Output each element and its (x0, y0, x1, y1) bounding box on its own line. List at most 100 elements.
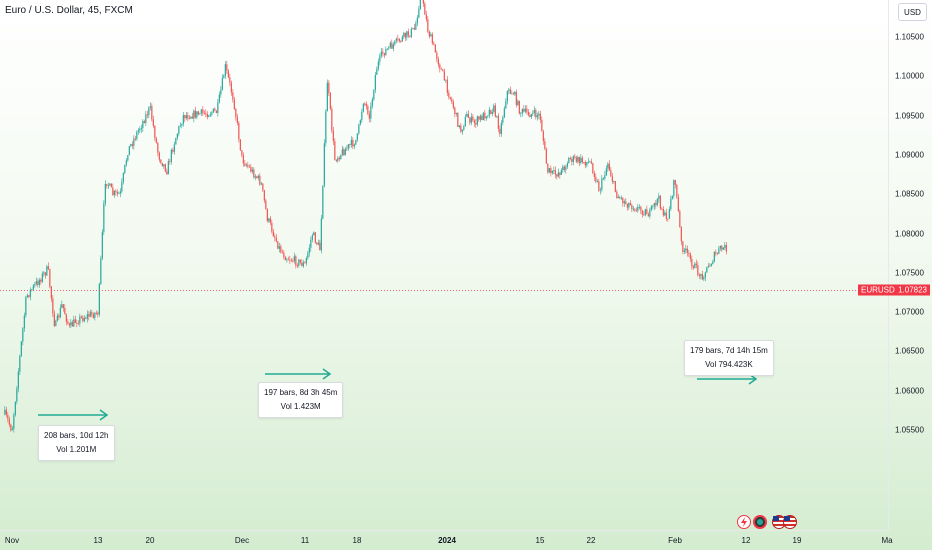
candle-body (451, 98, 453, 103)
currency-button[interactable]: USD (898, 3, 927, 21)
candle-body (673, 180, 675, 196)
candle-body (230, 82, 232, 93)
candle-body (580, 157, 582, 163)
candle-body (163, 164, 165, 167)
candle-body (166, 171, 168, 175)
candle-body (352, 139, 354, 147)
candle-body (364, 103, 366, 105)
candle-body (197, 111, 199, 115)
candle-body (179, 125, 181, 127)
candle-body (418, 8, 420, 18)
candle-body (17, 371, 19, 389)
measure-arrow-1-head (99, 409, 109, 421)
candle-body (97, 312, 99, 315)
candle-body (257, 175, 259, 178)
candle-body (11, 428, 13, 431)
flag-icon[interactable] (783, 515, 797, 529)
measure-label-1[interactable]: 208 bars, 10d 12h Vol 1.201M (38, 425, 115, 461)
candle-body (506, 90, 508, 102)
candle-body (107, 185, 109, 187)
y-tick-label: 1.08000 (895, 229, 924, 238)
candle-body (4, 409, 6, 415)
candle-body (401, 36, 403, 42)
candle-body (50, 286, 52, 299)
measure-label-2[interactable]: 197 bars, 8d 3h 45m Vol 1.423M (258, 382, 344, 418)
price-chart-area[interactable]: Euro / U.S. Dollar, 45, FXCM 208 bars, 1… (0, 0, 888, 530)
candle-body (290, 260, 292, 262)
candle-body (233, 99, 235, 110)
candle-body (301, 262, 303, 267)
candle-body (47, 266, 49, 270)
candle-body (28, 295, 30, 297)
candle-body (665, 212, 667, 219)
price-chart-svg[interactable] (0, 0, 888, 530)
lightning-icon[interactable] (737, 515, 751, 529)
price-axis[interactable]: USD 1.10500 1.10000 1.09500 1.09000 1.08500 1… (888, 0, 932, 530)
candle-body (586, 162, 588, 166)
candle-body (278, 246, 280, 249)
candle-body (221, 78, 223, 90)
candle-body (299, 259, 301, 263)
x-tick-label: 18 (352, 536, 362, 545)
candle-body (556, 174, 558, 177)
candle-body (425, 14, 427, 20)
candle-body (613, 181, 615, 182)
candle-body (94, 312, 96, 318)
candle-body (424, 3, 426, 15)
candle-body (136, 131, 138, 139)
x-tick-label: 22 (586, 536, 596, 545)
candle-body (494, 105, 496, 117)
candle-body (80, 316, 82, 318)
candle-body (358, 124, 360, 134)
candle-body (118, 193, 120, 195)
time-axis[interactable]: Nov 13 20 Dec 11 18 2024 15 22 Feb 12 19 Ma (0, 530, 893, 551)
candle-body (676, 184, 678, 198)
candle-body (122, 173, 124, 183)
candle-body (620, 197, 622, 199)
chart-title: Euro / U.S. Dollar, 45, FXCM (5, 5, 133, 16)
candle-body (83, 318, 85, 322)
candle-body (121, 182, 123, 192)
candle-body (410, 28, 412, 37)
candle-body (392, 44, 394, 49)
candle-body (632, 208, 634, 210)
measure-arrow-2-head (322, 368, 332, 380)
candle-body (359, 120, 361, 125)
record-icon[interactable] (753, 515, 767, 529)
candle-body (376, 68, 378, 75)
candle-body (559, 172, 561, 175)
candle-body (73, 319, 75, 327)
candle-body (407, 31, 409, 36)
candle-body (271, 222, 273, 232)
measure-label-3[interactable]: 179 bars, 7d 14h 15m Vol 794.423K (684, 340, 774, 376)
candle-body (383, 53, 385, 56)
candle-body (169, 161, 171, 162)
candle-body (628, 203, 630, 208)
candle-body (539, 113, 541, 120)
candle-body (256, 176, 258, 178)
candle-body (8, 419, 10, 425)
candle-body (592, 163, 594, 174)
candle-body (215, 110, 217, 113)
candle-body (442, 69, 444, 72)
candle-body (710, 264, 712, 266)
candle-body (199, 113, 201, 115)
candle-body (91, 312, 93, 315)
candle-body (703, 277, 705, 280)
candle-body (367, 106, 369, 114)
measure-arrow-2[interactable] (265, 368, 332, 380)
candle-body (31, 289, 33, 291)
candle-body (491, 111, 493, 114)
candle-body (110, 183, 112, 188)
measure-arrow-1[interactable] (38, 409, 109, 421)
candle-body (544, 141, 546, 150)
y-tick-label: 1.06500 (895, 346, 924, 356)
candle-body (652, 206, 654, 208)
candle-body (638, 206, 640, 208)
x-tick-label: 12 (741, 536, 751, 545)
candle-body (167, 161, 169, 175)
y-tick-label: 1.10000 (895, 71, 924, 81)
candle-body (188, 118, 190, 120)
candle-body (439, 64, 441, 69)
y-tick-label: 1.06000 (895, 386, 924, 396)
